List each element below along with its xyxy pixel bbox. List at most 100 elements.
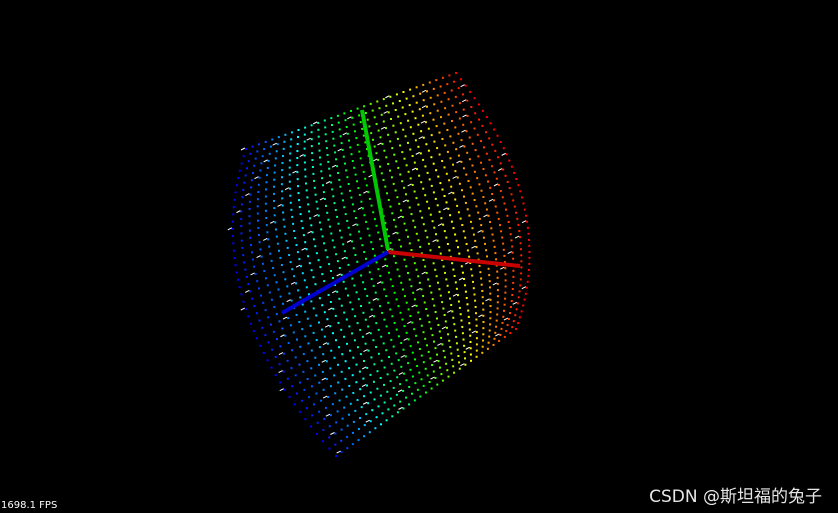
point: [432, 118, 435, 121]
point: [334, 283, 336, 286]
point: [260, 255, 263, 258]
point: [452, 192, 455, 195]
point: [458, 117, 461, 120]
point: [355, 381, 358, 384]
point: [325, 147, 328, 150]
normal: [392, 231, 397, 235]
point: [437, 175, 440, 178]
point: [288, 173, 291, 176]
point: [266, 231, 269, 234]
point: [370, 132, 373, 135]
point: [337, 321, 340, 324]
point: [449, 297, 451, 300]
point: [429, 96, 432, 99]
point: [504, 291, 507, 294]
point: [365, 257, 367, 260]
point: [415, 268, 418, 271]
point: [292, 331, 295, 334]
point: [484, 202, 487, 205]
point: [307, 342, 310, 345]
point: [306, 360, 309, 363]
point: [389, 205, 392, 208]
point: [402, 288, 404, 291]
point: [360, 200, 363, 203]
point: [242, 155, 245, 158]
point: [232, 220, 234, 223]
normal: [270, 220, 275, 224]
point: [477, 103, 480, 106]
normal: [295, 264, 301, 268]
point: [391, 315, 394, 318]
point: [458, 182, 461, 185]
point: [310, 124, 313, 127]
point: [350, 110, 352, 112]
point: [353, 166, 356, 169]
point: [433, 340, 435, 343]
normal: [331, 290, 337, 294]
point: [401, 151, 404, 154]
point: [406, 199, 409, 202]
point: [488, 274, 491, 277]
point: [499, 141, 502, 143]
point: [482, 308, 485, 311]
point: [392, 182, 395, 185]
point: [273, 207, 276, 210]
point: [298, 363, 301, 366]
point: [482, 196, 485, 198]
point: [373, 315, 375, 318]
point: [421, 114, 424, 117]
point: [425, 308, 428, 310]
point: [426, 90, 428, 93]
point: [386, 390, 389, 393]
point: [353, 284, 356, 287]
normal: [477, 229, 482, 233]
point: [459, 313, 462, 316]
point: [271, 138, 274, 141]
point: [482, 236, 485, 239]
point: [399, 173, 402, 176]
point: [231, 227, 234, 230]
point: [468, 214, 471, 217]
point: [417, 341, 419, 344]
point: [337, 121, 340, 124]
point: [303, 161, 306, 164]
point: [286, 285, 289, 288]
point: [496, 211, 499, 214]
point: [417, 311, 420, 314]
point: [396, 232, 399, 235]
normal: [459, 145, 464, 148]
point: [496, 276, 499, 279]
point: [422, 331, 425, 334]
point: [238, 286, 241, 289]
point: [444, 271, 446, 274]
point: [448, 249, 451, 252]
normal: [462, 99, 467, 103]
point: [367, 191, 370, 194]
point: [526, 226, 529, 229]
point: [394, 261, 397, 264]
point: [498, 339, 501, 342]
point: [434, 377, 437, 379]
point: [363, 424, 366, 427]
point: [434, 197, 437, 200]
point: [408, 403, 411, 406]
point: [515, 211, 518, 214]
point: [346, 176, 349, 179]
point: [262, 301, 265, 304]
normal: [452, 293, 458, 297]
point: [294, 356, 297, 359]
point: [439, 182, 442, 185]
point: [505, 208, 507, 211]
point: [328, 436, 331, 439]
point: [430, 134, 433, 137]
point: [380, 423, 382, 426]
point: [477, 155, 480, 158]
point: [295, 313, 298, 316]
point-cloud: [227, 72, 531, 457]
point: [318, 381, 321, 384]
point: [332, 307, 335, 310]
point: [441, 379, 444, 382]
point: [446, 326, 448, 329]
point: [475, 343, 478, 346]
point: [503, 335, 506, 338]
